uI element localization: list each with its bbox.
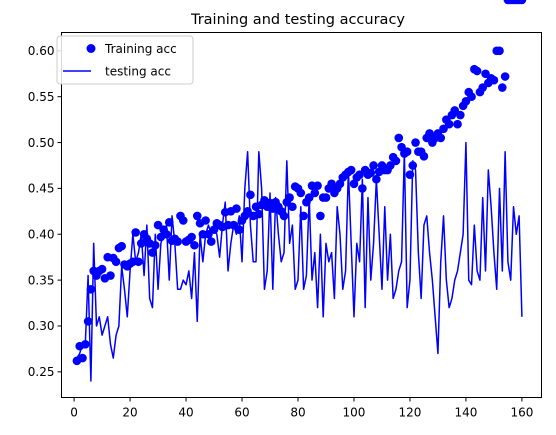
training-acc-point <box>349 179 359 189</box>
training-acc-point <box>366 168 376 178</box>
x-tick-label: 100 <box>343 406 366 420</box>
training-acc-point <box>201 216 210 225</box>
training-acc-point <box>436 133 446 143</box>
x-tick-label: 120 <box>399 406 422 420</box>
training-acc-point <box>419 152 429 161</box>
x-tick-label: 40 <box>178 406 193 420</box>
y-tick-label: 0.45 <box>28 182 55 196</box>
training-acc-point <box>150 240 160 250</box>
training-acc-point <box>453 119 462 129</box>
x-tick-label: 160 <box>510 406 533 420</box>
x-tick-label: 0 <box>70 406 78 420</box>
training-acc-point <box>285 193 294 202</box>
y-tick-label: 0.25 <box>28 365 55 379</box>
y-tick-label: 0.30 <box>28 319 55 333</box>
training-acc-point <box>97 264 107 274</box>
training-acc-point <box>111 257 121 267</box>
training-acc-point <box>411 138 420 147</box>
training-acc-point <box>148 248 157 257</box>
training-acc-point <box>316 211 325 221</box>
legend-label-training: Training acc <box>104 42 177 56</box>
training-acc-point <box>117 241 126 251</box>
training-acc-point <box>372 174 381 184</box>
training-acc-point <box>500 72 510 81</box>
training-acc-point <box>232 204 241 213</box>
training-acc-point <box>472 66 482 76</box>
chart-title: Training and testing accuracy <box>190 12 405 28</box>
training-acc-point <box>369 161 378 170</box>
training-acc-point <box>498 83 507 92</box>
axes-frame <box>61 32 542 398</box>
training-acc-point <box>405 170 415 179</box>
training-acc-point <box>288 202 297 212</box>
y-tick-label: 0.35 <box>28 273 55 287</box>
training-acc-point <box>321 193 331 202</box>
training-acc-point <box>313 181 322 190</box>
training-acc-point <box>206 237 216 246</box>
training-acc-point <box>234 225 244 234</box>
training-acc-point <box>192 211 202 221</box>
training-acc-point <box>495 46 504 56</box>
training-acc-point <box>391 156 401 166</box>
y-tick-label: 0.40 <box>28 227 55 241</box>
training-acc-point <box>358 184 367 193</box>
training-acc-point <box>187 232 196 242</box>
training-acc-point <box>444 119 454 129</box>
training-acc-point <box>346 165 356 175</box>
x-tick-label: 80 <box>290 406 305 420</box>
y-tick-label: 0.50 <box>28 136 55 150</box>
training-acc-point <box>279 211 289 221</box>
training-acc-point <box>173 237 182 246</box>
x-tick-label: 20 <box>122 406 137 420</box>
training-acc-point <box>162 229 171 239</box>
training-acc-point <box>310 188 320 198</box>
training-acc-point <box>164 218 174 227</box>
x-tick-label: 140 <box>454 406 477 420</box>
training-acc-point <box>299 211 308 221</box>
y-tick-label: 0.55 <box>28 90 55 104</box>
training-acc-point <box>134 257 143 267</box>
y-tick-label: 0.60 <box>28 44 55 58</box>
training-acc-point <box>78 353 87 363</box>
training-acc-point <box>83 317 93 326</box>
x-tick-label: 60 <box>234 406 249 420</box>
legend: Training acc testing acc <box>56 35 194 85</box>
training-acc-point <box>408 161 418 170</box>
training-acc-point <box>517 0 527 5</box>
training-acc-point <box>80 340 90 349</box>
testing-acc-line <box>76 141 523 382</box>
legend-marker-training <box>86 44 96 53</box>
training-acc-point <box>456 110 465 120</box>
training-acc-point <box>489 75 499 85</box>
training-acc-point <box>467 92 476 101</box>
training-acc-point <box>394 133 404 143</box>
training-acc-point <box>86 284 96 294</box>
training-acc-point <box>246 190 255 200</box>
training-acc-point <box>335 179 345 189</box>
training-acc-point <box>131 228 140 237</box>
legend-label-testing: testing acc <box>105 65 171 79</box>
training-acc-point <box>178 216 188 225</box>
training-acc-point <box>106 271 115 280</box>
training-acc-point <box>190 240 199 250</box>
training-acc-point <box>254 209 264 219</box>
training-acc-point <box>296 188 306 198</box>
training-acc-point <box>402 147 412 157</box>
